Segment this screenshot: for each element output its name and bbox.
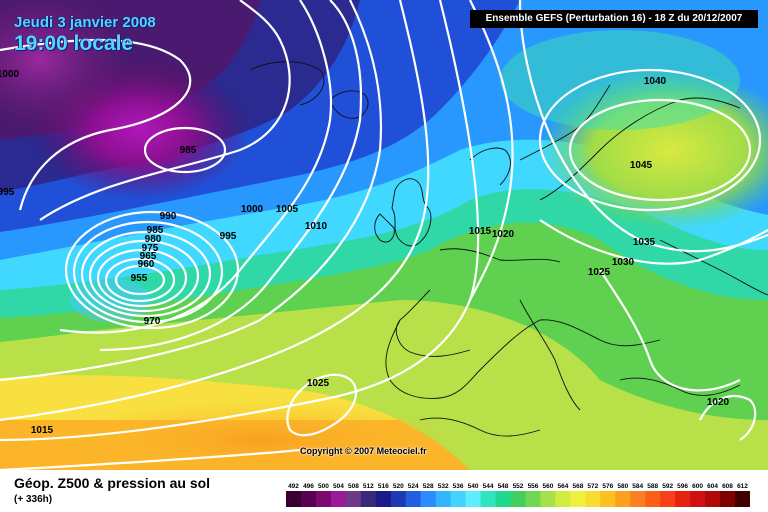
- scale-swatch: [345, 491, 362, 507]
- scale-swatch: [286, 491, 302, 507]
- scale-tick-label: 580: [617, 483, 628, 490]
- scale-tick-label: 500: [318, 483, 329, 490]
- scale-swatch: [301, 491, 317, 507]
- scale-tick-label: 576: [602, 483, 613, 490]
- scale-tick-label: 496: [303, 483, 314, 490]
- scale-swatch: [330, 491, 347, 507]
- scale-tick-label: 556: [528, 483, 539, 490]
- coastlines: [249, 61, 768, 437]
- isobar-label: 970: [144, 316, 161, 327]
- scale-tick-label: 508: [348, 483, 359, 490]
- isobar-label: 990: [160, 211, 177, 222]
- scale-swatch: [600, 491, 616, 507]
- scale-swatch: [690, 491, 706, 507]
- isobar-label: 1025: [307, 378, 330, 389]
- isobar-label: 1040: [644, 76, 667, 87]
- scale-swatch: [405, 491, 422, 507]
- isobar-label: 1000: [241, 204, 264, 215]
- scale-tick-label: 528: [423, 483, 434, 490]
- isobar-label: 1015: [469, 226, 492, 237]
- scale-swatch: [615, 491, 631, 507]
- scale-tick-label: 548: [498, 483, 509, 490]
- scale-swatch: [480, 491, 496, 507]
- scale-swatch: [420, 491, 437, 507]
- scale-swatch: [375, 491, 392, 507]
- isobar-label: 985: [180, 145, 197, 156]
- scale-tick-label: 564: [557, 483, 568, 490]
- scale-tick-label: 572: [587, 483, 598, 490]
- isobar-label: 965: [140, 251, 157, 262]
- color-scale: 492 496 500 504 508 512 516 520 524 528 532 536 540 5…: [286, 483, 750, 507]
- product-title: Géop. Z500 & pression au sol: [14, 475, 211, 491]
- scale-swatch: [525, 491, 541, 507]
- scale-swatch: [465, 491, 481, 507]
- isobar-label: 1000: [0, 69, 20, 80]
- isobar-label: 1025: [588, 267, 611, 278]
- weather-map: 1000 995 985 990 985 980 975 965 960 955…: [0, 0, 768, 470]
- scale-swatch: [735, 491, 750, 507]
- scale-tick-label: 600: [692, 483, 703, 490]
- isobar-label: 1005: [276, 204, 299, 215]
- scale-swatch: [315, 491, 332, 507]
- isobar-label: 1020: [707, 397, 730, 408]
- scale-tick-label: 568: [572, 483, 583, 490]
- isobar-label: 955: [131, 273, 148, 284]
- scale-tick-label: 540: [468, 483, 479, 490]
- isobar-label: 995: [220, 231, 237, 242]
- scale-swatch: [555, 491, 571, 507]
- copyright-notice: Copyright © 2007 Meteociel.fr: [300, 446, 427, 456]
- isobars: [0, 0, 768, 470]
- isobar-label: 985: [147, 225, 164, 236]
- scale-swatch: [450, 491, 466, 507]
- scale-tick-label: 516: [378, 483, 389, 490]
- scale-tick-label: 588: [647, 483, 658, 490]
- scale-tick-label: 544: [483, 483, 494, 490]
- scale-swatch: [585, 491, 601, 507]
- scale-swatch: [495, 491, 511, 507]
- scale-tick-label: 560: [542, 483, 553, 490]
- scale-tick-label: 492: [288, 483, 299, 490]
- isobar-label: 995: [0, 187, 15, 198]
- scale-swatch: [435, 491, 452, 507]
- isobar-label: 960: [138, 259, 155, 270]
- isobar-label: 980: [145, 234, 162, 245]
- isobar-label: 1010: [305, 221, 328, 232]
- scale-swatch: [720, 491, 736, 507]
- scale-swatch: [660, 491, 676, 507]
- scale-tick-label: 608: [722, 483, 733, 490]
- scale-tick-label: 520: [393, 483, 404, 490]
- scale-tick-label: 512: [363, 483, 374, 490]
- scale-swatch: [570, 491, 586, 507]
- isobar-label: 1030: [612, 257, 635, 268]
- isobar-label: 975: [142, 243, 159, 254]
- isobar-label: 1020: [492, 229, 515, 240]
- lead-time: (+ 336h): [14, 494, 53, 505]
- scale-swatch: [390, 491, 407, 507]
- forecast-time: 19:00 locale: [14, 32, 134, 55]
- scale-tick-label: 552: [513, 483, 524, 490]
- scale-tick-label: 524: [408, 483, 419, 490]
- scale-swatch: [360, 491, 377, 507]
- scale-tick-label: 536: [453, 483, 464, 490]
- scale-tick-label: 504: [333, 483, 344, 490]
- scale-swatch: [630, 491, 646, 507]
- isobar-label: 1015: [31, 425, 54, 436]
- scale-tick-label: 584: [632, 483, 643, 490]
- scale-tick-label: 596: [677, 483, 688, 490]
- isobar-label: 1045: [630, 160, 653, 171]
- isobar-label: 1035: [633, 237, 656, 248]
- isobar-labels: 1000 995 985 990 985 980 975 965 960 955…: [0, 69, 730, 436]
- scale-swatch: [540, 491, 556, 507]
- scale-swatch: [510, 491, 526, 507]
- scale-tick-label: 532: [438, 483, 449, 490]
- scale-swatch: [705, 491, 721, 507]
- model-run-info: Ensemble GEFS (Perturbation 16) - 18 Z d…: [470, 10, 758, 28]
- scale-tick-label: 604: [707, 483, 718, 490]
- scale-swatch: [645, 491, 661, 507]
- scale-swatch: [675, 491, 691, 507]
- scale-tick-label: 612: [737, 483, 748, 490]
- scale-tick-label: 592: [662, 483, 673, 490]
- forecast-date: Jeudi 3 janvier 2008: [14, 14, 156, 31]
